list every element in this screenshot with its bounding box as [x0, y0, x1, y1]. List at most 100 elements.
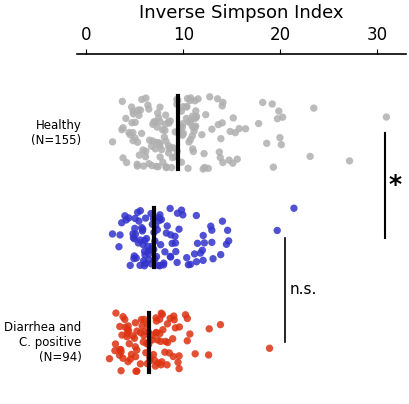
- Point: [146, 137, 153, 143]
- Point: [173, 259, 180, 266]
- Point: [138, 224, 145, 231]
- Point: [135, 240, 142, 246]
- X-axis label: Inverse Simpson Index: Inverse Simpson Index: [139, 4, 343, 22]
- Point: [143, 236, 149, 242]
- Point: [132, 320, 138, 326]
- Point: [382, 114, 389, 120]
- Point: [205, 326, 212, 332]
- Point: [125, 328, 132, 334]
- Point: [152, 330, 159, 336]
- Point: [135, 218, 142, 224]
- Point: [208, 239, 215, 246]
- Point: [156, 263, 163, 269]
- Point: [149, 243, 155, 249]
- Point: [155, 164, 161, 170]
- Point: [157, 338, 164, 345]
- Point: [151, 357, 157, 364]
- Point: [153, 329, 160, 336]
- Point: [179, 124, 185, 130]
- Point: [134, 161, 140, 168]
- Point: [192, 108, 199, 114]
- Point: [169, 335, 175, 342]
- Point: [148, 261, 154, 267]
- Point: [189, 146, 196, 152]
- Point: [142, 215, 148, 221]
- Point: [154, 110, 161, 116]
- Point: [194, 96, 201, 102]
- Point: [172, 325, 178, 331]
- Point: [155, 262, 161, 269]
- Point: [131, 253, 137, 259]
- Point: [200, 240, 207, 246]
- Point: [153, 315, 159, 321]
- Point: [175, 226, 182, 232]
- Point: [306, 153, 312, 160]
- Point: [170, 313, 177, 319]
- Point: [119, 314, 126, 320]
- Point: [208, 126, 215, 133]
- Point: [198, 131, 204, 138]
- Point: [235, 125, 242, 132]
- Point: [157, 310, 164, 316]
- Point: [128, 104, 135, 110]
- Point: [192, 115, 199, 121]
- Point: [109, 139, 116, 145]
- Point: [219, 99, 226, 105]
- Point: [172, 248, 179, 255]
- Point: [193, 259, 199, 265]
- Point: [170, 145, 176, 151]
- Point: [165, 150, 171, 156]
- Point: [174, 359, 181, 366]
- Point: [117, 349, 124, 355]
- Point: [131, 225, 138, 231]
- Point: [184, 95, 190, 102]
- Point: [116, 352, 123, 358]
- Point: [155, 360, 161, 366]
- Point: [148, 246, 155, 253]
- Point: [183, 103, 190, 110]
- Point: [159, 311, 165, 318]
- Point: [199, 247, 205, 254]
- Point: [152, 119, 158, 125]
- Point: [149, 221, 155, 227]
- Point: [231, 129, 238, 136]
- Point: [217, 322, 223, 328]
- Point: [162, 138, 169, 144]
- Point: [276, 135, 283, 141]
- Point: [158, 359, 165, 365]
- Point: [222, 241, 229, 248]
- Point: [132, 354, 139, 360]
- Point: [171, 233, 178, 240]
- Point: [115, 244, 122, 250]
- Point: [144, 243, 151, 250]
- Point: [138, 130, 144, 137]
- Point: [128, 120, 135, 126]
- Point: [192, 123, 198, 129]
- Point: [141, 237, 148, 244]
- Point: [117, 346, 124, 353]
- Point: [133, 368, 140, 375]
- Point: [138, 316, 144, 323]
- Point: [161, 349, 168, 356]
- Point: [161, 127, 168, 134]
- Point: [145, 251, 152, 257]
- Point: [184, 338, 190, 344]
- Point: [140, 163, 146, 169]
- Point: [161, 134, 167, 141]
- Point: [170, 353, 176, 360]
- Point: [146, 358, 153, 364]
- Point: [159, 159, 166, 166]
- Point: [218, 103, 225, 109]
- Point: [153, 318, 160, 324]
- Point: [133, 328, 140, 335]
- Point: [139, 322, 145, 329]
- Point: [156, 316, 162, 322]
- Point: [171, 129, 178, 135]
- Point: [216, 154, 223, 161]
- Point: [191, 251, 197, 257]
- Point: [183, 115, 189, 122]
- Point: [145, 257, 152, 263]
- Point: [142, 148, 149, 154]
- Point: [137, 107, 144, 114]
- Point: [139, 242, 146, 248]
